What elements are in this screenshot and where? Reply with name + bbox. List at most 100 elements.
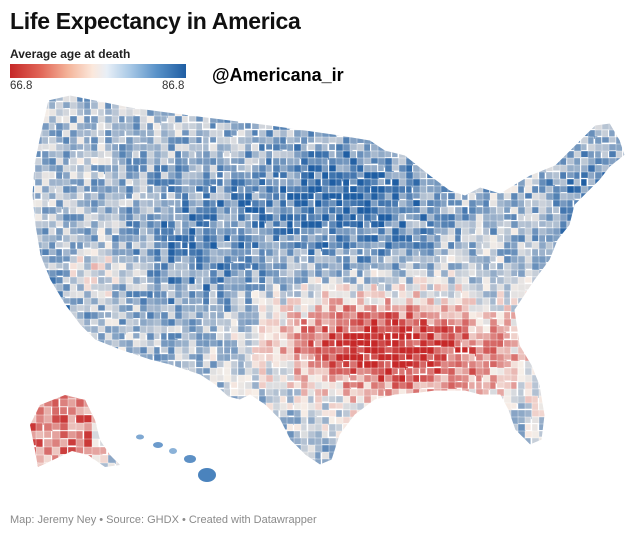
- county-cell: [195, 199, 205, 207]
- county-cell: [153, 451, 161, 458]
- county-cell: [34, 374, 45, 381]
- county-cell: [384, 346, 393, 354]
- county-cell: [139, 185, 147, 193]
- county-cell: [363, 444, 373, 453]
- county-cell: [118, 437, 125, 448]
- county-cell: [580, 255, 590, 262]
- county-cell: [294, 466, 303, 476]
- county-cell: [41, 213, 49, 221]
- county-cell: [405, 402, 413, 413]
- county-cell: [167, 192, 175, 200]
- county-cell: [440, 101, 450, 110]
- county-cell: [349, 220, 358, 228]
- county-cell: [587, 164, 596, 173]
- watermark-handle: @Americana_ir: [212, 65, 344, 85]
- county-cell: [370, 311, 379, 320]
- county-cell: [615, 444, 624, 453]
- county-cell: [433, 136, 444, 145]
- county-cell: [594, 241, 604, 250]
- county-cell: [195, 283, 203, 291]
- county-cell: [574, 466, 581, 473]
- county-cell: [300, 283, 308, 291]
- county-cell: [566, 444, 577, 454]
- county-cell: [265, 115, 274, 126]
- county-cell: [188, 381, 198, 389]
- county-cell: [580, 234, 588, 243]
- county-cell: [111, 255, 119, 264]
- county-cell: [461, 262, 469, 270]
- county-cell: [258, 108, 269, 118]
- county-cell: [91, 395, 99, 399]
- county-cell: [48, 164, 57, 172]
- county-cell: [419, 129, 427, 139]
- county-cell: [279, 318, 286, 327]
- county-cell: [517, 143, 526, 152]
- county-cell: [545, 346, 554, 355]
- county-cell: [69, 381, 79, 391]
- county-cell: [391, 129, 399, 140]
- county-cell: [223, 444, 232, 453]
- county-cell: [90, 206, 98, 213]
- county-cell: [91, 438, 99, 449]
- county-cell: [426, 108, 435, 118]
- county-cell: [391, 423, 399, 433]
- county-cell: [538, 276, 547, 287]
- county-cell: [174, 381, 185, 392]
- county-cell: [244, 136, 253, 145]
- county-cell: [391, 437, 400, 446]
- county-cell: [468, 241, 477, 249]
- county-cell: [468, 269, 476, 277]
- county-cell: [377, 129, 387, 138]
- county-cell: [104, 409, 115, 417]
- county-cell: [608, 213, 616, 223]
- county-cell: [517, 157, 528, 168]
- county-cell: [209, 95, 219, 104]
- county-cell: [160, 458, 168, 465]
- county-cell: [517, 311, 526, 318]
- county-cell: [363, 353, 370, 361]
- county-cell: [335, 325, 344, 333]
- county-cell: [48, 381, 58, 391]
- county-cell: [195, 262, 204, 271]
- county-cell: [468, 101, 476, 109]
- county-cell: [601, 95, 610, 102]
- county-cell: [91, 398, 103, 407]
- county-cell: [461, 108, 470, 119]
- county-cell: [34, 311, 43, 321]
- county-cell: [272, 192, 280, 201]
- county-cell: [426, 346, 435, 356]
- county-cell: [307, 353, 315, 361]
- county-cell: [160, 157, 168, 166]
- county-cell: [580, 381, 590, 392]
- county-cell: [83, 406, 94, 415]
- county-cell: [125, 290, 133, 298]
- county-cell: [615, 283, 623, 293]
- county-cell: [482, 409, 490, 419]
- county-cell: [202, 437, 210, 447]
- county-cell: [594, 451, 603, 461]
- county-cell: [32, 108, 37, 117]
- county-cell: [426, 325, 435, 333]
- county-cell: [258, 388, 266, 397]
- county-cell: [559, 269, 570, 279]
- county-cell: [32, 122, 36, 130]
- county-cell: [321, 430, 328, 439]
- county-cell: [538, 304, 549, 315]
- hawaii-islands: [136, 434, 216, 482]
- county-cell: [174, 437, 183, 445]
- county-cell: [111, 388, 119, 398]
- county-cell: [622, 227, 625, 237]
- county-cell: [580, 297, 590, 308]
- county-cell: [99, 430, 107, 442]
- county-cell: [34, 367, 42, 378]
- county-cell: [279, 451, 289, 458]
- county-cell: [111, 437, 120, 447]
- county-cell: [43, 414, 53, 424]
- county-cell: [146, 458, 156, 465]
- county-cell: [300, 304, 308, 314]
- county-cell: [475, 451, 486, 462]
- county-cell: [188, 388, 197, 399]
- county-cell: [125, 178, 133, 185]
- county-cell: [328, 388, 336, 397]
- county-cell: [566, 108, 577, 117]
